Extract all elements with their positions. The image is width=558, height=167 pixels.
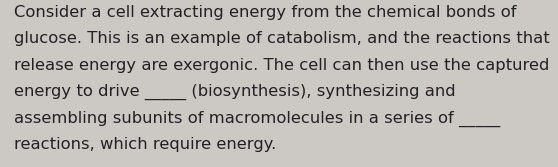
Text: glucose. This is an example of catabolism, and the reactions that: glucose. This is an example of catabolis… bbox=[14, 31, 550, 46]
Text: Consider a cell extracting energy from the chemical bonds of: Consider a cell extracting energy from t… bbox=[14, 5, 517, 20]
Text: assembling subunits of macromolecules in a series of _____: assembling subunits of macromolecules in… bbox=[14, 111, 500, 127]
Text: energy to drive _____ (biosynthesis), synthesizing and: energy to drive _____ (biosynthesis), sy… bbox=[14, 84, 455, 100]
Text: release energy are exergonic. The cell can then use the captured: release energy are exergonic. The cell c… bbox=[14, 58, 549, 73]
Text: reactions, which require energy.: reactions, which require energy. bbox=[14, 137, 276, 152]
